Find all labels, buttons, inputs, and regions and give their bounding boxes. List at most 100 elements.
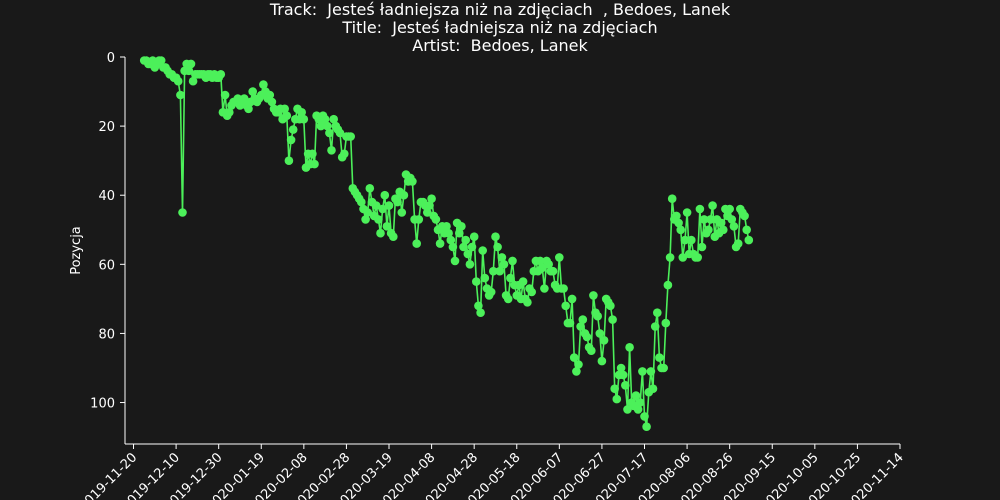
data-point [572, 367, 581, 376]
data-point [638, 367, 647, 376]
data-point [597, 356, 607, 366]
y-tick-label: 20 [98, 120, 115, 135]
data-point [299, 114, 309, 124]
data-point [288, 125, 298, 134]
data-point [667, 194, 677, 203]
data-point [310, 159, 319, 169]
data-point [455, 228, 464, 238]
y-axis-label: Pozycja [69, 226, 84, 275]
data-point [621, 381, 630, 390]
data-point [642, 422, 651, 432]
data-point [538, 263, 547, 273]
data-point [320, 114, 330, 124]
data-point [503, 294, 513, 304]
data-point [578, 315, 588, 324]
data-point [186, 59, 196, 69]
y-tick-label: 40 [98, 189, 115, 204]
data-point [612, 394, 622, 404]
data-point [188, 76, 198, 86]
data-point [733, 239, 743, 248]
data-point [687, 235, 696, 245]
data-point [225, 108, 234, 117]
data-point [472, 277, 481, 286]
data-point [506, 273, 515, 283]
data-point [259, 80, 268, 89]
y-tick-label: 60 [98, 258, 115, 273]
data-point [587, 346, 596, 356]
data-point [523, 298, 532, 307]
data-point [623, 405, 632, 414]
y-tick-label: 80 [98, 327, 115, 342]
data-point [676, 225, 685, 235]
data-point [467, 242, 477, 252]
data-point [382, 222, 392, 231]
data-point [610, 384, 619, 394]
data-point [308, 149, 317, 159]
data-point [459, 242, 468, 252]
data-point [606, 301, 615, 311]
series-line [144, 59, 750, 428]
data-point [363, 208, 373, 217]
data-point [389, 232, 398, 241]
data-point [239, 94, 249, 103]
data-point [678, 253, 688, 262]
data-point [489, 266, 498, 276]
data-point [567, 294, 577, 304]
data-point [708, 201, 717, 210]
data-point [704, 225, 713, 235]
data-point [463, 249, 473, 259]
data-point [425, 201, 434, 210]
data-point [156, 56, 166, 65]
data-point [465, 260, 475, 269]
data-point [323, 121, 332, 131]
data-point [559, 284, 568, 293]
chart-title-line-2: Title: Jesteś ładniejsza niż na zdjęciac… [342, 18, 658, 37]
data-point [469, 232, 479, 241]
data-point [423, 208, 432, 217]
data-point [729, 222, 739, 231]
data-point [461, 235, 471, 245]
data-point [635, 398, 645, 407]
data-point [535, 256, 545, 266]
data-point [548, 266, 558, 276]
data-point [378, 204, 387, 214]
data-point [725, 204, 734, 214]
data-point [495, 266, 505, 276]
data-point [393, 197, 402, 207]
data-point [444, 228, 453, 238]
data-point [244, 104, 253, 114]
data-point [599, 336, 609, 345]
data-point [497, 253, 507, 262]
data-point [742, 225, 751, 235]
data-point [280, 104, 290, 114]
data-point [427, 194, 436, 203]
data-point [178, 208, 187, 217]
data-point [297, 108, 307, 117]
chart-title-line-3: Artist: Bedoes, Lanek [412, 36, 588, 55]
data-point [173, 76, 183, 86]
data-point [474, 301, 483, 311]
data-point [589, 291, 598, 300]
data-point [508, 256, 517, 266]
data-point [329, 114, 339, 124]
data-point [184, 66, 194, 76]
data-point [476, 308, 485, 318]
data-point [540, 284, 549, 293]
data-point [499, 260, 509, 269]
data-point [727, 215, 737, 224]
data-point [633, 405, 643, 414]
data-point [325, 128, 334, 138]
data-point [284, 156, 294, 165]
data-point [282, 111, 292, 120]
data-point [740, 211, 749, 221]
data-point [365, 184, 375, 193]
data-point [653, 308, 662, 318]
data-point [659, 363, 668, 373]
data-point [384, 201, 394, 210]
data-point [527, 287, 536, 297]
data-point [661, 318, 671, 328]
data-point [706, 215, 715, 224]
data-point [608, 315, 617, 324]
data-point [265, 90, 275, 100]
data-point [672, 211, 681, 221]
